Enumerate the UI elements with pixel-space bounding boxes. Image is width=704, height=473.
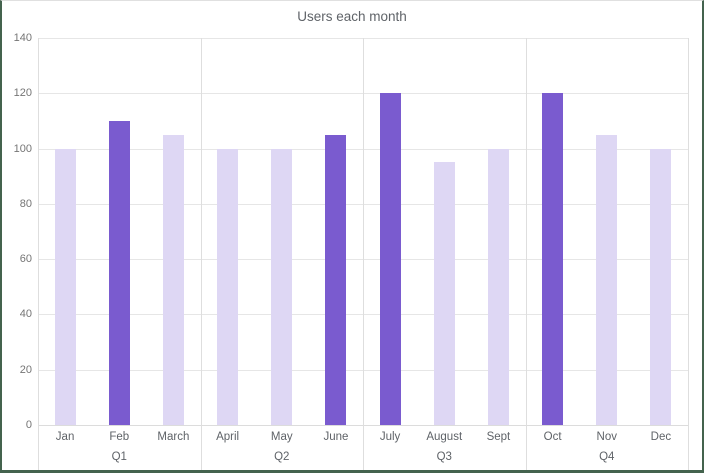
quarter-label-q2: Q2: [274, 451, 290, 463]
bar-august: [433, 162, 455, 425]
month-label-jan: Jan: [55, 431, 75, 443]
bar-july: [379, 93, 401, 425]
month-label-august: August: [426, 431, 463, 443]
bar-may: [271, 148, 293, 425]
quarter-label-q1: Q1: [111, 451, 127, 463]
month-label-sept: Sept: [486, 431, 511, 443]
month-label-july: July: [379, 431, 401, 443]
y-axis-tick-label: 60: [19, 253, 32, 266]
y-axis-tick-label: 100: [13, 142, 32, 155]
quarter-divider: [525, 38, 527, 470]
month-label-dec: Dec: [650, 431, 672, 443]
month-label-april: April: [216, 431, 240, 443]
quarter-label-q3: Q3: [436, 451, 452, 463]
quarter-label-q4: Q4: [599, 451, 615, 463]
bar-march: [162, 134, 184, 425]
month-label-march: March: [157, 431, 190, 443]
quarter-divider: [363, 38, 364, 470]
chart-title: Users each month: [297, 9, 407, 24]
month-label-oct: Oct: [543, 431, 562, 443]
bar-jan: [54, 148, 76, 425]
bar-dec: [650, 148, 672, 425]
bar-nov: [596, 134, 618, 425]
bar-feb: [108, 120, 130, 425]
bar-oct: [542, 93, 564, 425]
plot-right-edge: [688, 38, 689, 470]
plot-left-edge: [38, 38, 39, 470]
bar-june: [325, 134, 347, 425]
y-axis-tick-label: 120: [13, 87, 32, 100]
bar-sept: [487, 148, 509, 425]
y-axis-tick-label: 0: [25, 419, 32, 431]
bar-april: [217, 148, 239, 425]
y-axis-tick-label: 40: [19, 308, 32, 321]
y-axis-tick-label: 20: [19, 363, 32, 376]
quarter-divider: [200, 38, 202, 470]
y-axis-tick-label: 80: [19, 197, 32, 210]
month-label-june: June: [323, 431, 349, 443]
y-axis-tick-label: 140: [13, 32, 32, 44]
month-label-nov: Nov: [596, 431, 617, 443]
month-label-feb: Feb: [109, 431, 130, 443]
month-label-may: May: [270, 431, 293, 443]
